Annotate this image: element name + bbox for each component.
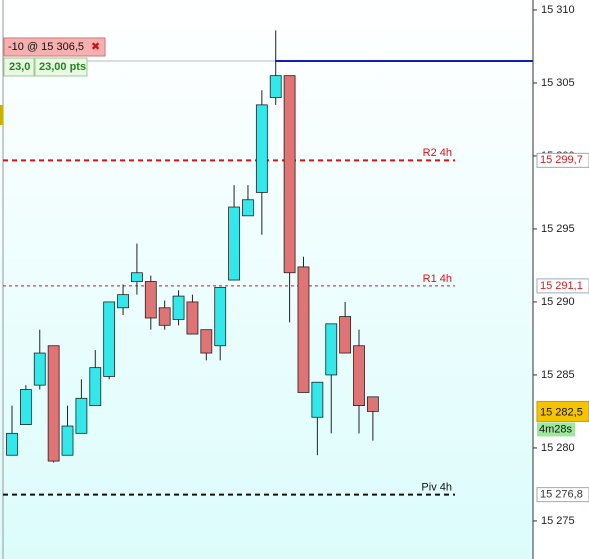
last-box <box>536 400 589 422</box>
level-box <box>536 487 589 503</box>
order-close[interactable]: ✖ <box>91 41 100 53</box>
pts: 23,00 pts <box>39 61 86 73</box>
candle-body <box>47 345 60 462</box>
pnl-box <box>3 57 35 77</box>
level-price: 15 291,1 <box>540 280 583 292</box>
candle-body <box>214 286 227 347</box>
y-tick-label: 15 285 <box>541 369 575 381</box>
candle-body <box>33 352 46 386</box>
candle-body <box>103 301 116 377</box>
candle-body <box>366 396 379 412</box>
candle-body <box>242 199 254 217</box>
candle-body <box>158 307 171 326</box>
order-box <box>3 37 106 57</box>
plot-area <box>0 0 533 559</box>
candle-body <box>269 75 282 98</box>
level-name: R2 4h <box>423 147 452 159</box>
candle-body <box>200 329 213 354</box>
timer-box <box>537 422 575 437</box>
candle-body <box>311 381 324 418</box>
candle-body <box>6 432 18 456</box>
candle-body <box>131 272 143 282</box>
candle-body <box>172 295 185 320</box>
timer: 4m28s <box>539 423 573 435</box>
last-label-group: 15 282,5 <box>540 406 583 418</box>
candle-body <box>186 301 199 335</box>
candle-body <box>61 425 74 456</box>
candle-body <box>353 345 365 406</box>
level-box <box>536 152 589 168</box>
candle-body <box>283 75 296 274</box>
candle-body <box>325 323 338 376</box>
candle-body <box>89 367 102 406</box>
y-tick-label: 15 280 <box>541 442 575 454</box>
candle-body <box>117 294 129 309</box>
candle-body <box>19 389 32 425</box>
edge-marker <box>0 105 3 125</box>
candle-body <box>255 104 268 193</box>
pnl: 23,0 <box>9 61 30 73</box>
level-price: 15 299,7 <box>540 154 583 166</box>
y-tick-label: 15 310 <box>541 4 575 16</box>
level-box <box>536 278 589 294</box>
last-price: 15 282,5 <box>540 406 583 418</box>
y-tick-label: 15 305 <box>541 77 575 89</box>
level-price: 15 276,8 <box>540 489 583 501</box>
candle-body <box>144 281 157 319</box>
level-name: R1 4h <box>423 273 452 285</box>
pts-box <box>34 57 88 77</box>
order-label: -10 @ 15 306,5 <box>8 41 84 53</box>
candle-body <box>75 397 88 434</box>
candle-body <box>228 206 240 281</box>
level-name: Piv 4h <box>421 482 452 494</box>
y-tick-label: 15 275 <box>541 515 575 527</box>
y-tick-label: 15 295 <box>541 223 575 235</box>
y-tick-label: 15 290 <box>541 296 575 308</box>
candle-body <box>339 316 352 354</box>
candle-body <box>297 266 310 393</box>
